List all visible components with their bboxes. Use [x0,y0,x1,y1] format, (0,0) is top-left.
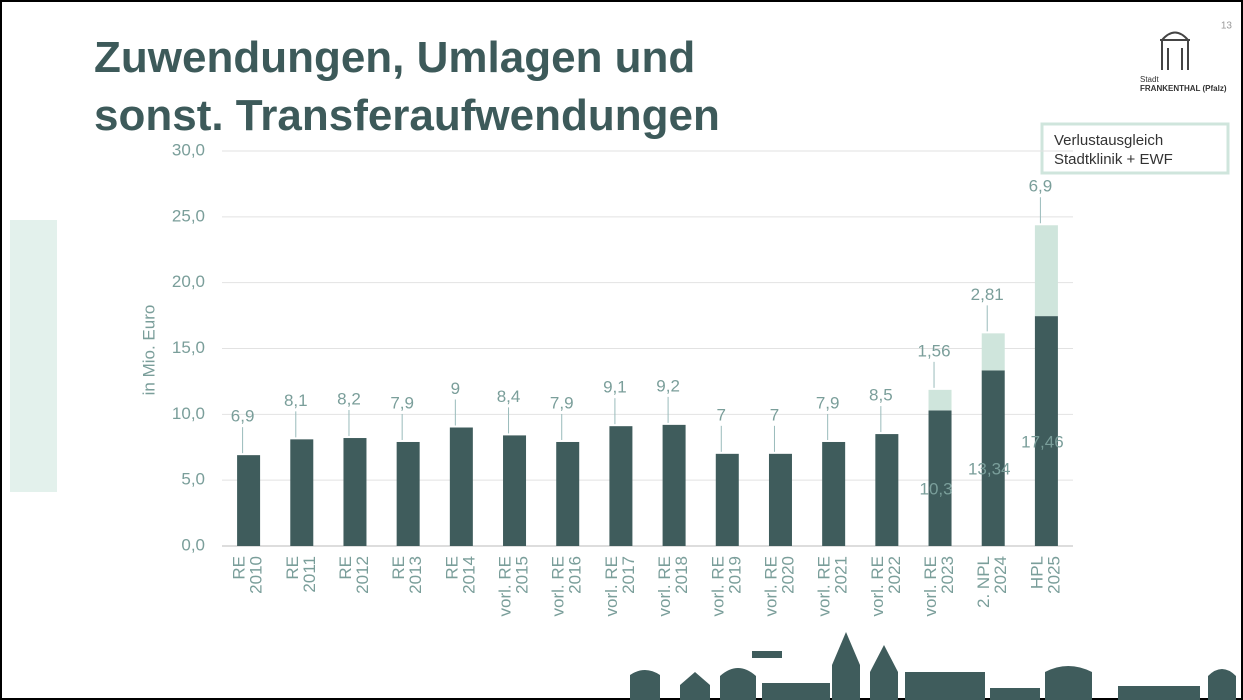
logo-text: FRANKENTHAL (Pfalz) [1140,84,1227,93]
data-label: 7,9 [390,393,414,412]
data-label: 7 [717,405,726,424]
bar-segment [982,370,1005,546]
data-label: 10,3 [919,480,952,499]
bar-segment [663,425,686,546]
data-label: 8,4 [497,387,521,406]
y-tick-label: 0,0 [181,535,205,554]
bar-segment [822,442,845,546]
y-tick-label: 20,0 [172,272,205,291]
y-tick-label: 30,0 [172,140,205,159]
bar-segment [769,454,792,546]
y-axis-label: in Mio. Euro [139,305,158,396]
y-tick-label: 5,0 [181,470,205,489]
data-label: 2,81 [971,285,1004,304]
data-label: 8,1 [284,391,308,410]
y-tick-label: 25,0 [172,206,205,225]
bar-segment [397,442,420,546]
data-label: 6,9 [231,407,255,426]
bar-segment [290,439,313,546]
data-label: 7,9 [816,393,840,412]
data-label: 6,9 [1029,177,1053,196]
bar-segment [343,438,366,546]
bar-segment [716,454,739,546]
data-label: 13,34 [968,460,1011,479]
bar-segment [450,428,473,547]
bar-segment [556,442,579,546]
data-label: 8,2 [337,390,361,409]
bar-segment [929,410,952,546]
page: Zuwendungen, Umlagen undsonst. Transfera… [0,0,1243,700]
skyline-part [752,651,782,658]
bar-segment [609,426,632,546]
data-label: 17,46 [1021,433,1064,452]
data-label: 9,2 [656,376,680,395]
side-accent [10,220,57,492]
bar-segment [503,435,526,546]
bar-segment [875,434,898,546]
x-tick-label: HPL2025 [1028,556,1064,594]
page-number: 13 [1221,21,1233,32]
data-label: 1,56 [917,341,950,360]
data-label: 8,5 [869,386,893,405]
logo-text: Stadt [1140,75,1159,84]
bar-segment [1035,225,1058,316]
data-label: 7,9 [550,393,574,412]
y-tick-label: 15,0 [172,338,205,357]
y-tick-label: 10,0 [172,404,205,423]
slide: Zuwendungen, Umlagen undsonst. Transfera… [0,0,1243,700]
bar-segment [237,455,260,546]
bar-segment [1035,316,1058,546]
bar-segment [929,390,952,411]
bar-segment [982,333,1005,370]
data-label: 7 [770,405,779,424]
data-label: 9,1 [603,378,627,397]
data-label: 9 [451,379,460,398]
